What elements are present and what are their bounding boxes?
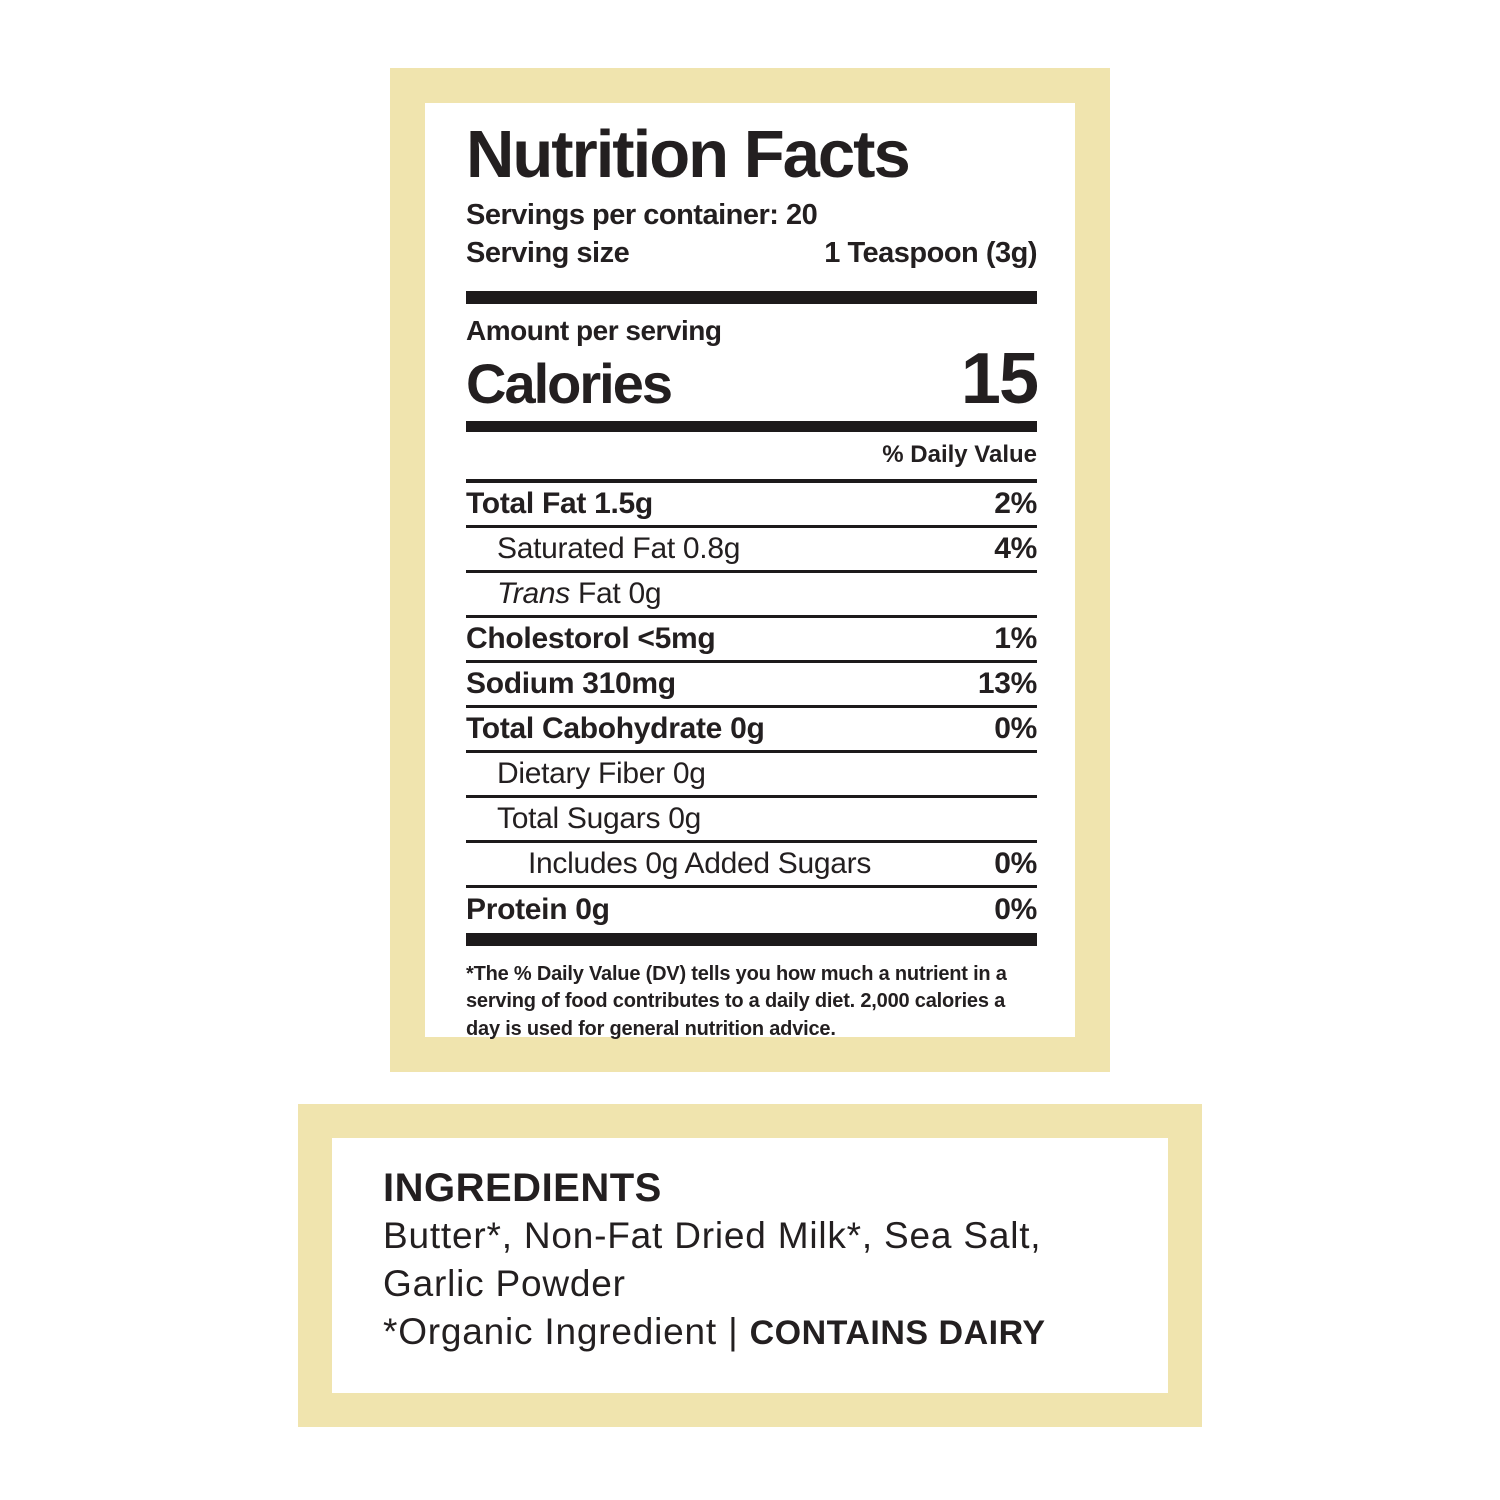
nutrient-name: Sodium 310mg [466, 666, 676, 700]
nutrient-name-italic: Trans [497, 576, 570, 610]
nutrient-name: Dietary Fiber 0g [497, 756, 706, 790]
nutrient-name: Total Cabohydrate 0g [466, 711, 765, 745]
nutrient-row: Sodium 310mg 13% [466, 663, 1037, 708]
nutrient-daily-value: 13% [977, 666, 1037, 700]
amount-per-serving-label: Amount per serving [466, 314, 722, 346]
servings-per-container: Servings per container: 20 [466, 199, 818, 232]
nutrient-name: Saturated Fat 0.8g [497, 531, 741, 565]
serving-size-row: Serving size 1 Teaspoon (3g) [466, 234, 1037, 272]
organic-ingredient-note: *Organic Ingredient | [383, 1311, 750, 1353]
nutrient-row: Dietary Fiber 0g [466, 753, 1037, 798]
nutrient-daily-value: 0% [994, 711, 1037, 745]
ingredients-line-2: Garlic Powder [383, 1263, 626, 1305]
separator-thick-bar [466, 932, 1037, 946]
nutrient-daily-value: 4% [994, 531, 1037, 565]
nutrient-rows: Total Fat 1.5g 2% Saturated Fat 0.8g 4% Tran… [466, 483, 1037, 933]
calories-label: Calories [466, 351, 673, 415]
nutrient-row: Trans Fat 0g [466, 573, 1037, 618]
nutrient-daily-value: 0% [994, 893, 1037, 927]
nutrient-name: Total Sugars 0g [497, 801, 701, 835]
separator-medium-rule [466, 478, 1037, 483]
ingredients-inner: INGREDIENTS Butter*, Non-Fat Dried Milk*… [332, 1138, 1168, 1393]
calories-row: Calories 15 [466, 338, 1039, 419]
ingredients-line-1: Butter*, Non-Fat Dried Milk*, Sea Salt, [383, 1215, 1042, 1256]
daily-value-footnote: *The % Daily Value (DV) tells you how mu… [466, 962, 1007, 1040]
nutrient-row: Saturated Fat 0.8g 4% [466, 528, 1037, 573]
nutrient-row: Includes 0g Added Sugars 0% [466, 843, 1037, 888]
nutrition-facts-inner: Nutrition Facts Servings per container: … [425, 103, 1075, 1040]
nutrition-facts-title: Nutrition Facts [466, 117, 911, 192]
nutrition-facts-panel: Nutrition Facts Servings per container: … [390, 68, 1110, 1072]
nutrient-row: Total Sugars 0g [466, 798, 1037, 843]
nutrient-daily-value: 2% [994, 486, 1037, 520]
contains-dairy-note: CONTAINS DAIRY [749, 1314, 1046, 1353]
nutrient-daily-value: 1% [994, 621, 1037, 655]
nutrient-row: Protein 0g 0% [466, 888, 1037, 933]
nutrient-daily-value: 0% [994, 846, 1037, 880]
ingredients-heading: INGREDIENTS [383, 1166, 662, 1210]
ingredients-panel: INGREDIENTS Butter*, Non-Fat Dried Milk*… [298, 1104, 1202, 1427]
nutrient-row: Cholestorol <5mg 1% [466, 618, 1037, 663]
nutrient-name: Trans Fat 0g [497, 576, 662, 610]
nutrient-row: Total Fat 1.5g 2% [466, 483, 1037, 528]
nutrient-name: Protein 0g [466, 893, 610, 927]
nutrient-name: Total Fat 1.5g [466, 486, 653, 520]
separator-thick-bar [466, 290, 1037, 304]
nutrient-name: Includes 0g Added Sugars [528, 846, 872, 880]
daily-value-header: % Daily Value [882, 440, 1037, 468]
nutrient-row: Total Cabohydrate 0g 0% [466, 708, 1037, 753]
serving-size-label: Serving size [466, 237, 630, 270]
calories-value: 15 [960, 338, 1039, 419]
nutrient-name: Cholestorol <5mg [466, 621, 716, 655]
separator-thick-bar [466, 420, 1037, 432]
serving-size-value: 1 Teaspoon (3g) [824, 237, 1037, 270]
ingredients-line-3: *Organic Ingredient | CONTAINS DAIRY [383, 1308, 1138, 1356]
